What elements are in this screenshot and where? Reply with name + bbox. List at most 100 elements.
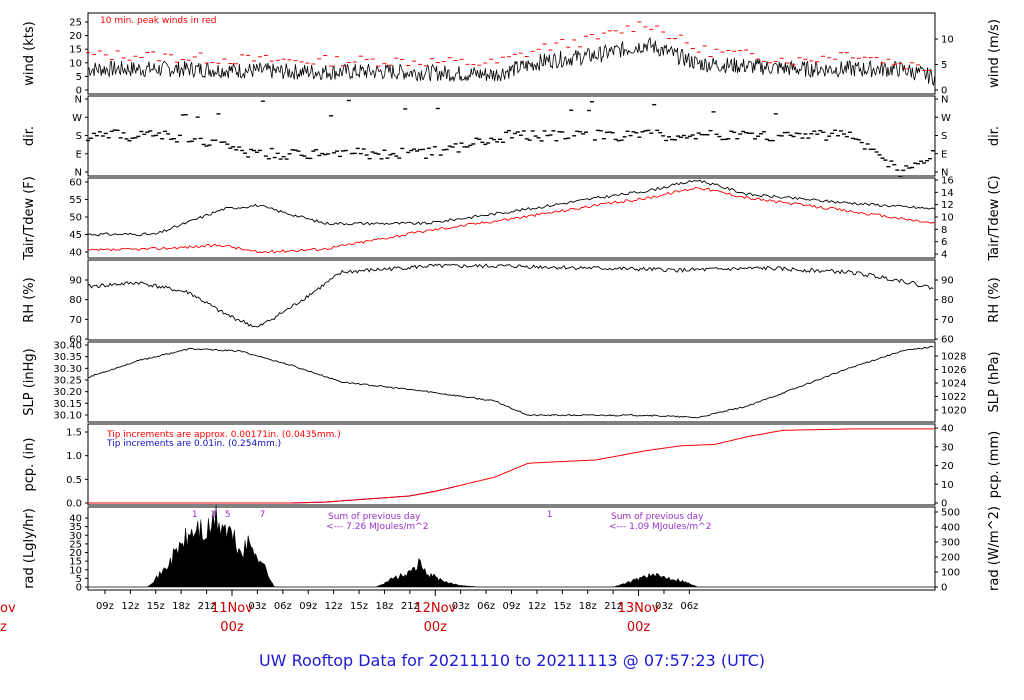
x-tick-label: 03z xyxy=(655,601,673,612)
tair-series-line xyxy=(87,179,936,237)
slp-ytick-label-right: 1024 xyxy=(941,379,966,390)
rh-ytick-label-right: 70 xyxy=(941,315,954,326)
temp-ytick-label-left: 40 xyxy=(69,248,82,259)
slp-ytick-label-right: 1028 xyxy=(941,352,966,363)
x-tick-label: 18z xyxy=(172,601,190,612)
slp-ytick-label-left: 30.25 xyxy=(53,376,82,387)
cut-day-label: ov xyxy=(0,601,16,616)
x-tick-label: 18z xyxy=(579,601,597,612)
pcp-ytick-label-right: 20 xyxy=(941,461,954,472)
wind-ytick-label-left: 5 xyxy=(76,72,82,83)
pcp-ytick-label-left: 1.5 xyxy=(66,428,82,439)
temp-ytick-label-right: 14 xyxy=(941,188,954,199)
rad-ytick-label-right: 200 xyxy=(941,553,960,564)
pcp-ytick-label-left: 0.0 xyxy=(66,499,82,510)
rad-sum1-value: <--- 7.26 MJoules/m^2 xyxy=(326,522,428,532)
rad-ytick-label-left: 5 xyxy=(76,574,82,585)
pcp-ytick-label-left: 0.5 xyxy=(66,475,82,486)
dir-ytick-label-left: W xyxy=(72,113,82,124)
dir-ytick-label-right: S xyxy=(941,131,947,142)
x-tick-label: 15z xyxy=(553,601,571,612)
wind-ytick-label-left: 25 xyxy=(69,18,82,29)
rad-ylabel-left: rad (Lgly/hr) xyxy=(22,508,37,589)
rad-ytick-label-right: 400 xyxy=(941,523,960,534)
wind-peak-note: 10 min. peak winds in red xyxy=(100,16,217,26)
day-label: 13Nov xyxy=(618,601,660,616)
dir-ylabel-right: dir. xyxy=(987,126,1002,146)
day-label: 12Nov xyxy=(414,601,456,616)
x-tick-label: 09z xyxy=(96,601,114,612)
wind-ytick-label-left: 20 xyxy=(69,31,82,42)
tdew-series-line xyxy=(87,186,936,254)
dir-ytick-label-left: N xyxy=(75,95,82,106)
temp-ytick-label-left: 60 xyxy=(69,178,82,189)
dir-panel-frame xyxy=(87,95,936,177)
rad-sum1-label: Sum of previous day xyxy=(328,512,421,522)
dir-ytick-label-left: N xyxy=(75,168,82,179)
pcp-ytick-label-left: 1.0 xyxy=(66,451,82,462)
rh-ylabel-right: RH (%) xyxy=(987,277,1002,322)
rad-ytick-label-left: 25 xyxy=(69,539,82,550)
rad-sum2-value: <--- 1.09 MJoules/m^2 xyxy=(609,522,711,532)
x-tick-label: 09z xyxy=(299,601,317,612)
day-hour-label: 00z xyxy=(627,620,651,635)
rad-ytick-label-left: 0 xyxy=(76,583,82,594)
rh-ytick-label-left: 60 xyxy=(69,335,82,346)
x-tick-label: 15z xyxy=(350,601,368,612)
temp-ytick-label-right: 12 xyxy=(941,200,954,211)
slp-ytick-label-right: 1020 xyxy=(941,406,966,417)
day-hour-label: 00z xyxy=(424,620,448,635)
rh-series-line xyxy=(87,263,934,328)
temp-ytick-label-left: 55 xyxy=(69,195,82,206)
rad-ytick-label-left: 10 xyxy=(69,565,82,576)
slp-ytick-label-right: 1022 xyxy=(941,392,966,403)
rad-hour-mark: 7 xyxy=(260,510,266,520)
slp-ytick-label-left: 30.10 xyxy=(53,411,82,422)
temp-ytick-label-right: 6 xyxy=(941,237,947,248)
dir-ytick-label-right: N xyxy=(941,95,948,106)
wind-ytick-label-right: 0 xyxy=(941,86,947,97)
rad-ytick-label-left: 20 xyxy=(69,548,82,559)
wind-ytick-label-left: 15 xyxy=(69,45,82,56)
x-tick-label: 18z xyxy=(375,601,393,612)
wind-ytick-label-right: 5 xyxy=(941,60,947,71)
pcp-ytick-label-right: 10 xyxy=(941,480,954,491)
rad-ytick-label-right: 300 xyxy=(941,538,960,549)
rad-ytick-label-right: 100 xyxy=(941,568,960,579)
wind-ytick-label-right: 10 xyxy=(941,35,954,46)
day-label: 11Nov xyxy=(211,601,253,616)
dir-ylabel-left: dir. xyxy=(22,126,37,146)
dir-ytick-label-left: E xyxy=(76,149,82,160)
cut-day-hour: z xyxy=(0,620,7,635)
wind-ytick-label-left: 0 xyxy=(76,86,82,97)
day-hour-label: 00z xyxy=(220,620,244,635)
temp-ytick-label-right: 10 xyxy=(941,213,954,224)
wind-ylabel-right: wind (m/s) xyxy=(987,19,1002,88)
rad-hour-mark: 5 xyxy=(225,510,231,520)
chart-title: UW Rooftop Data for 20211110 to 20211113… xyxy=(259,651,765,670)
rh-panel-frame xyxy=(87,259,936,341)
rad-ytick-label-left: 35 xyxy=(69,522,82,533)
rh-ytick-label-left: 80 xyxy=(69,295,82,306)
rad-ytick-label-left: 30 xyxy=(69,531,82,542)
temp-ylabel-right: Tair/Tdew (C) xyxy=(987,175,1002,261)
pcp-ylabel-right: pcp. (mm) xyxy=(987,431,1002,498)
rad-ytick-label-left: 40 xyxy=(69,514,82,525)
pcp-note-red: Tip increments are approx. 0.00171in. (0… xyxy=(106,430,341,440)
rh-ytick-label-right: 90 xyxy=(941,276,954,287)
wind-ytick-label-left: 10 xyxy=(69,58,82,69)
slp-ytick-label-left: 30.30 xyxy=(53,364,82,375)
slp-ytick-label-left: 30.35 xyxy=(53,352,82,363)
dir-ytick-label-right: W xyxy=(941,113,951,124)
x-tick-label: 15z xyxy=(147,601,165,612)
temp-ytick-label-right: 8 xyxy=(941,225,947,236)
rad-hour-mark: 1 xyxy=(192,510,198,520)
slp-ytick-label-right: 1026 xyxy=(941,365,966,376)
x-tick-label: 12z xyxy=(325,601,343,612)
rh-ytick-label-right: 60 xyxy=(941,335,954,346)
temp-ytick-label-right: 4 xyxy=(941,250,947,261)
x-tick-label: 21z xyxy=(604,601,622,612)
pcp-panel-frame xyxy=(87,423,936,506)
x-tick-label: 21z xyxy=(198,601,216,612)
